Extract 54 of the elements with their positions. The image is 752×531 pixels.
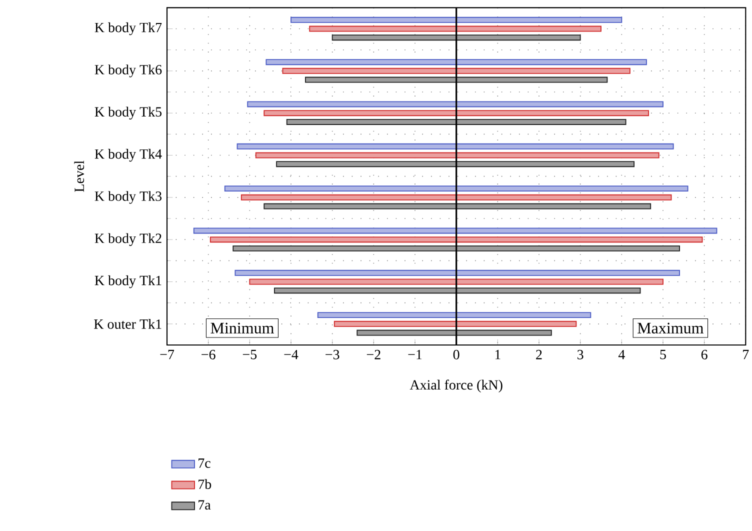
x-tick-label: −7 bbox=[160, 350, 174, 360]
x-tick-label: 7 bbox=[743, 350, 749, 360]
y-tick-label: K body Tk6 bbox=[94, 64, 162, 78]
annotation: Minimum bbox=[210, 322, 274, 334]
x-tick-label: −1 bbox=[408, 350, 422, 360]
bar bbox=[247, 101, 664, 108]
bar bbox=[274, 288, 641, 294]
y-tick-label: K body Tk4 bbox=[94, 148, 162, 162]
bar bbox=[276, 161, 635, 168]
bar bbox=[249, 278, 664, 285]
y-tick-label: K body Tk3 bbox=[94, 191, 162, 204]
bar bbox=[309, 26, 602, 32]
bar bbox=[286, 118, 626, 125]
bar bbox=[224, 186, 688, 192]
x-tick-label: −3 bbox=[326, 350, 340, 360]
bar bbox=[356, 330, 552, 336]
bar bbox=[236, 143, 674, 150]
x-tick-label: 4 bbox=[618, 350, 625, 360]
bar bbox=[193, 228, 718, 234]
bar bbox=[282, 68, 630, 74]
bar bbox=[210, 236, 703, 243]
bar bbox=[266, 59, 647, 66]
legend-label: 7c bbox=[198, 458, 210, 468]
bar bbox=[317, 312, 592, 318]
legend-label: 7b bbox=[198, 479, 212, 489]
x-tick-label: 0 bbox=[453, 350, 460, 360]
x-tick-label: −2 bbox=[366, 350, 380, 360]
y-axis-title: Level bbox=[74, 160, 84, 192]
x-tick-label: 6 bbox=[701, 350, 708, 360]
y-tick-label: K outer Tk1 bbox=[94, 319, 162, 329]
y-tick-label: K body Tk5 bbox=[94, 106, 162, 120]
bar bbox=[240, 194, 672, 200]
y-tick-label: K body Tk1 bbox=[94, 275, 162, 288]
x-tick-label: 5 bbox=[660, 350, 666, 360]
bar bbox=[232, 245, 680, 252]
y-tick-label: K body Tk2 bbox=[94, 233, 162, 246]
bar bbox=[305, 76, 608, 83]
x-tick-label: −4 bbox=[284, 350, 298, 360]
y-tick-label: K body Tk7 bbox=[94, 22, 162, 36]
bar bbox=[334, 320, 577, 327]
x-tick-label: 1 bbox=[495, 350, 500, 360]
x-tick-label: 3 bbox=[578, 350, 584, 360]
bar bbox=[264, 203, 652, 210]
bar bbox=[264, 110, 649, 116]
x-tick-label: −6 bbox=[202, 350, 216, 360]
x-axis-title: Axial force (kN) bbox=[410, 380, 502, 392]
x-tick-label: 2 bbox=[536, 350, 542, 360]
bar bbox=[234, 270, 680, 276]
x-tick-label: −5 bbox=[242, 350, 257, 360]
annotation: Maximum bbox=[638, 322, 704, 334]
bar bbox=[290, 16, 622, 23]
legend-label: 7a bbox=[198, 500, 211, 510]
bar bbox=[255, 152, 660, 158]
bar bbox=[332, 34, 581, 41]
